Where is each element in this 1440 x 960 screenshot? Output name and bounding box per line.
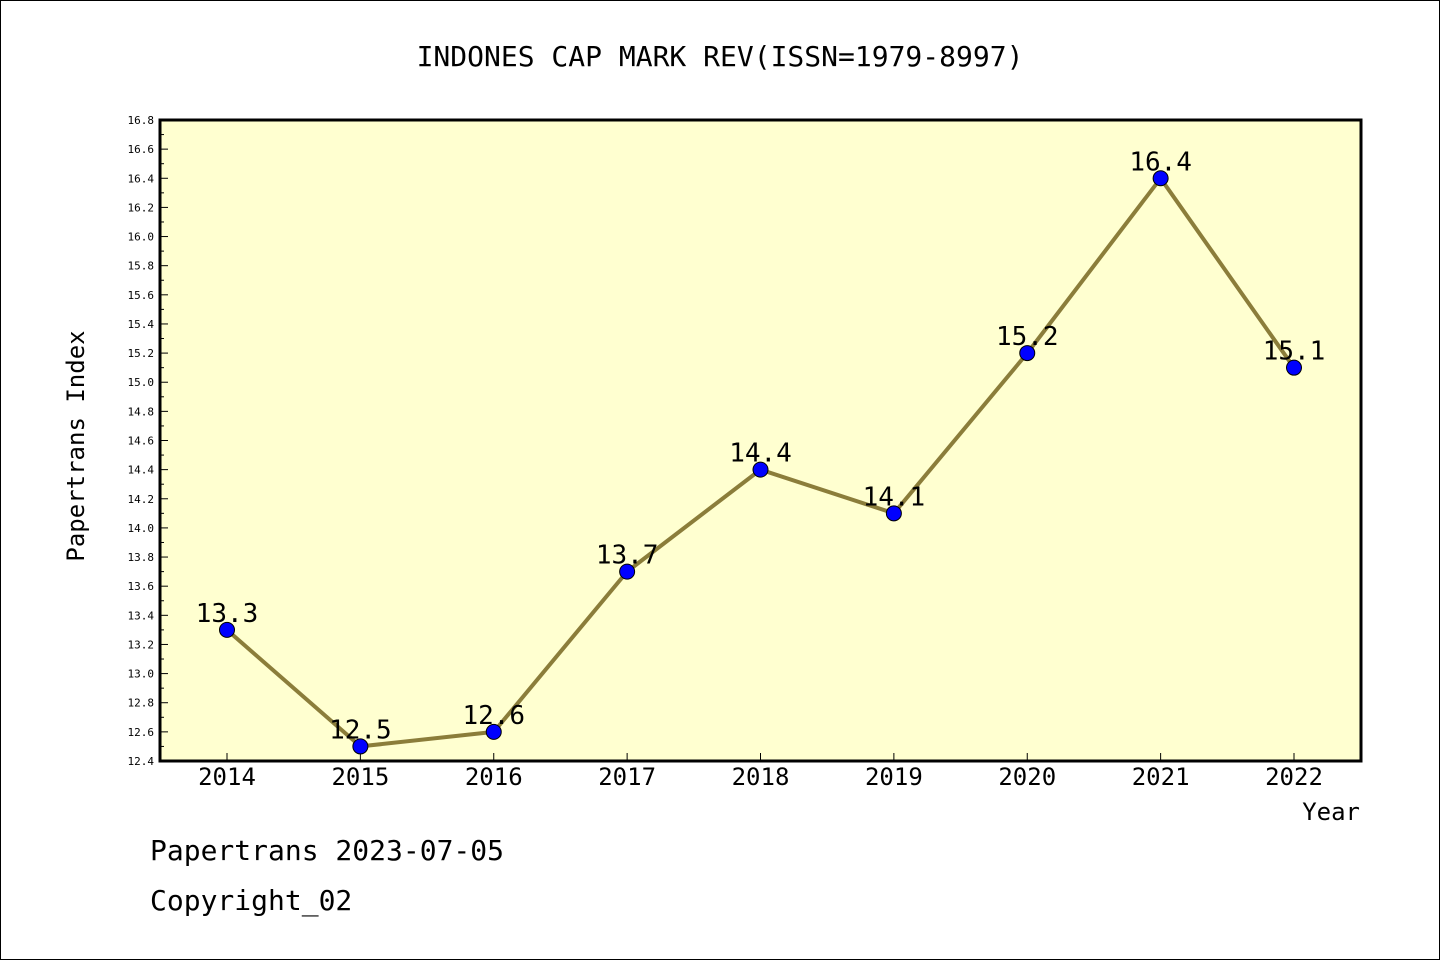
y-tick-label: 14.8: [128, 405, 155, 418]
y-tick-label: 14.4: [128, 464, 155, 477]
x-tick-label: 2019: [865, 763, 923, 791]
data-label: 16.4: [1129, 147, 1192, 177]
data-label: 13.3: [196, 599, 259, 629]
plot-area: [158, 118, 1363, 763]
x-tick-label: 2015: [331, 763, 389, 791]
y-tick-label: 16.0: [128, 231, 155, 244]
data-point: [485, 723, 502, 740]
data-point: [219, 621, 235, 638]
y-tick-label: 15.4: [128, 318, 155, 331]
y-tick-label: 13.0: [128, 668, 155, 681]
data-label: 14.1: [863, 482, 926, 512]
y-tick-label: 14.2: [128, 493, 155, 506]
footer-copyright-text: Copyright_02: [150, 884, 353, 917]
x-tick-label: 2020: [998, 763, 1056, 791]
x-tick-label: 2018: [732, 763, 790, 791]
x-tick-label: 2016: [465, 763, 523, 791]
y-tick-label: 13.4: [128, 609, 155, 622]
y-tick-label: 13.2: [128, 638, 155, 651]
data-label: 15.2: [996, 322, 1059, 352]
y-tick-label: 16.4: [128, 172, 155, 185]
y-tick-label: 16.6: [128, 143, 155, 156]
data-point: [1019, 345, 1036, 362]
data-label: 15.1: [1263, 337, 1326, 367]
data-label: 14.4: [729, 439, 792, 469]
data-point: [1286, 359, 1302, 376]
data-point: [885, 505, 902, 522]
y-tick-label: 13.8: [128, 551, 155, 564]
data-point: [619, 563, 636, 580]
y-tick-label: 12.6: [128, 726, 155, 739]
y-tick-label: 12.4: [128, 755, 155, 768]
y-tick-label: 15.0: [128, 376, 155, 389]
x-tick-label: 2022: [1265, 763, 1323, 791]
y-tick-label: 15.8: [128, 260, 155, 273]
x-tick-label: 2021: [1132, 763, 1190, 791]
y-tick-label: 14.6: [128, 435, 155, 448]
y-tick-label: 12.8: [128, 697, 155, 710]
y-axis-label: Papertrans Index: [62, 330, 90, 561]
data-label: 13.7: [596, 541, 659, 571]
y-tick-label: 16.8: [128, 114, 155, 127]
data-point: [1152, 170, 1169, 187]
data-label: 12.5: [329, 715, 392, 745]
chart-title: INDONES CAP MARK REV(ISSN=1979-8997): [417, 40, 1024, 73]
series-layer: 13.3 12.5 12.6 13.7 14.4 14.1 15.2 16.4 15.1: [196, 147, 1326, 755]
data-label: 12.6: [462, 701, 525, 731]
data-point: [752, 461, 769, 478]
y-tick-label: 15.2: [128, 347, 155, 360]
data-point: [352, 738, 369, 755]
y-tick-label: 16.2: [128, 201, 155, 214]
x-axis: 2014 2015 2016 2017 2018 2019 2020 2021 2022: [198, 753, 1323, 791]
footer-date-text: Papertrans 2023-07-05: [150, 834, 505, 867]
y-axis: 12.4 12.6 12.8 13.0 13.2 13.4 13.6 13.8 14.0 14.2…: [128, 114, 168, 768]
x-tick-label: 2014: [198, 763, 256, 791]
y-tick-label: 14.0: [128, 522, 155, 535]
y-tick-label: 13.6: [128, 580, 155, 593]
x-axis-label: Year: [1302, 798, 1360, 826]
x-tick-label: 2017: [598, 763, 656, 791]
y-tick-label: 15.6: [128, 289, 155, 302]
